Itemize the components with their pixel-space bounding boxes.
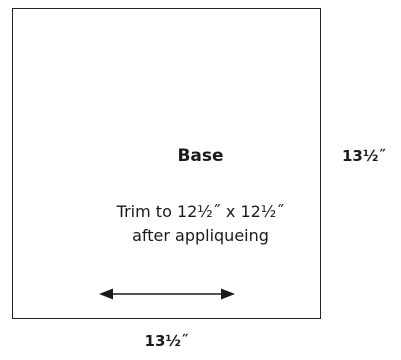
trim-instruction-line-1: Trim to 12½˝ x 12½˝ bbox=[116, 202, 285, 221]
trim-instructions: Trim to 12½˝ x 12½˝ after appliqueing bbox=[0, 200, 401, 248]
block-label: Base bbox=[177, 146, 224, 166]
height-dimension-label: 13½˝ bbox=[342, 147, 386, 165]
double-headed-arrow-icon bbox=[99, 288, 235, 300]
width-dimension-label: 13½˝ bbox=[144, 332, 189, 350]
base-fabric-square bbox=[12, 8, 321, 319]
trim-instruction-line-2: after appliqueing bbox=[132, 226, 269, 245]
